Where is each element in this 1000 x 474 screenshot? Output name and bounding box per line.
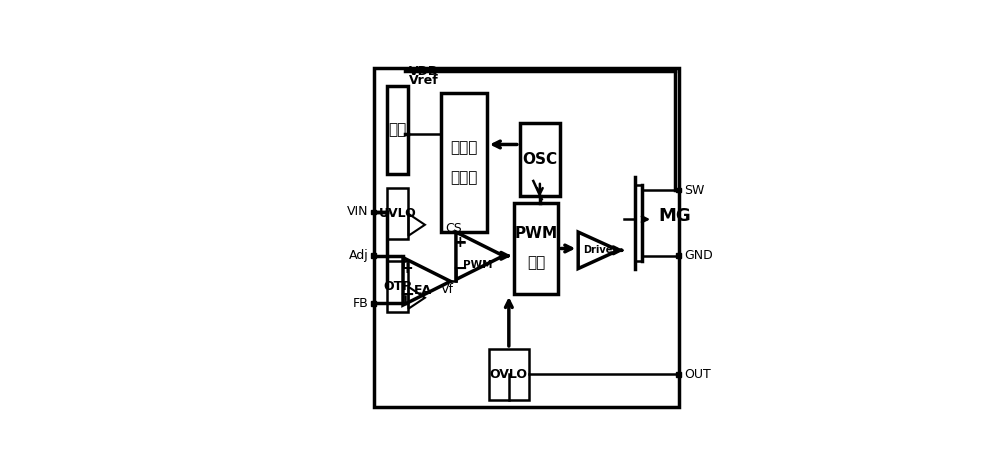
- Text: Driver: Driver: [583, 246, 617, 255]
- Bar: [676, 254, 681, 258]
- Text: CS: CS: [446, 222, 462, 235]
- Bar: [441, 93, 487, 232]
- Bar: [676, 188, 681, 192]
- Text: EA: EA: [414, 284, 432, 297]
- Text: 测补偿: 测补偿: [450, 170, 478, 185]
- Bar: [387, 188, 408, 239]
- Bar: [489, 349, 529, 400]
- Text: OSC: OSC: [522, 152, 557, 166]
- Text: Vf: Vf: [441, 283, 454, 296]
- Bar: [374, 68, 679, 407]
- Text: −: −: [452, 260, 467, 278]
- Text: OUT: OUT: [684, 368, 711, 381]
- Text: +: +: [453, 235, 466, 250]
- Bar: [520, 123, 560, 196]
- Bar: [387, 261, 408, 312]
- Text: 电流检: 电流检: [450, 141, 478, 155]
- Text: 控制: 控制: [527, 255, 545, 271]
- Text: OTP: OTP: [383, 280, 412, 293]
- Text: SW: SW: [684, 183, 704, 197]
- Bar: [371, 301, 376, 306]
- Text: OVLO: OVLO: [490, 368, 528, 381]
- Text: GND: GND: [684, 249, 713, 262]
- Text: UVLO: UVLO: [379, 207, 416, 220]
- Text: PWM: PWM: [463, 260, 493, 270]
- Text: Adj: Adj: [349, 249, 368, 262]
- Text: MG: MG: [658, 207, 691, 225]
- Bar: [676, 372, 681, 377]
- Text: VDD: VDD: [408, 65, 439, 78]
- Text: 偏置: 偏置: [388, 122, 407, 137]
- Bar: [371, 210, 376, 214]
- Text: Vref: Vref: [408, 74, 438, 87]
- Text: +: +: [400, 261, 413, 275]
- Bar: [387, 86, 408, 173]
- Text: −: −: [399, 286, 414, 304]
- Text: FB: FB: [353, 297, 368, 310]
- Bar: [371, 254, 376, 258]
- Text: PWM: PWM: [515, 227, 558, 241]
- Text: VIN: VIN: [347, 206, 368, 219]
- Bar: [514, 203, 558, 294]
